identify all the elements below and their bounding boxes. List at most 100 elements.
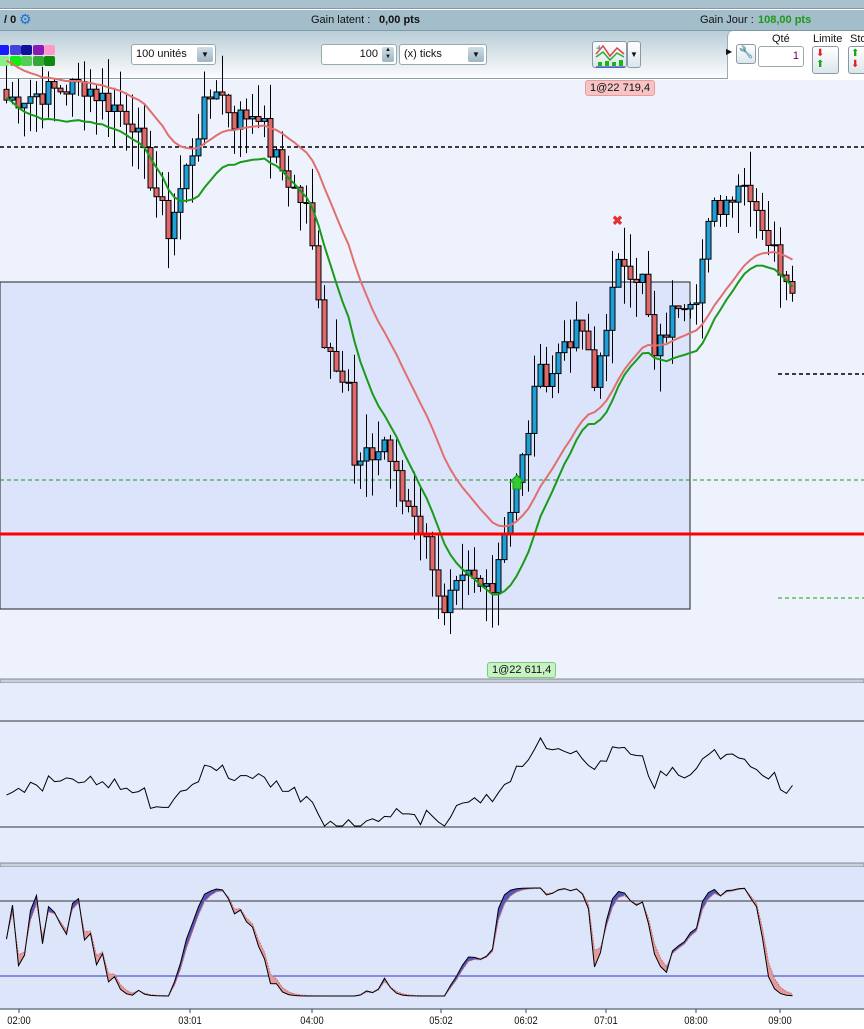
oscillator-line xyxy=(6,736,793,827)
candle xyxy=(45,81,52,105)
color-swatch[interactable] xyxy=(21,56,32,66)
sell-marker-icon: ✖ xyxy=(612,213,623,228)
stochastic-fill xyxy=(780,987,787,996)
quantity-select[interactable]: 100 unités ▼ xyxy=(131,44,216,65)
color-swatch[interactable] xyxy=(44,45,55,55)
candle xyxy=(183,164,190,190)
buy-trade-tag[interactable]: 1@22 611,4 xyxy=(487,662,557,678)
time-label: 06:02 xyxy=(514,1015,538,1027)
stochastic-fill xyxy=(516,888,523,892)
candle xyxy=(747,184,754,203)
candle xyxy=(261,118,268,122)
candle xyxy=(339,370,346,383)
stochastic-fill xyxy=(192,906,199,932)
sell-trade-tag[interactable]: 1@22 719,4 xyxy=(585,80,656,96)
stop-order-button[interactable]: ⬆ ⬇ xyxy=(848,46,864,74)
gain-latent-label: Gain latent : xyxy=(311,14,371,26)
color-swatch[interactable] xyxy=(9,56,21,66)
candle xyxy=(351,381,358,466)
candle xyxy=(501,533,508,561)
candle xyxy=(63,91,70,95)
candle xyxy=(579,319,586,332)
candle xyxy=(435,569,442,597)
candle xyxy=(381,439,388,453)
candle xyxy=(633,278,640,283)
gears-icon[interactable]: ⚙ xyxy=(19,11,32,27)
candle xyxy=(483,583,490,587)
candle xyxy=(711,200,718,222)
color-swatch[interactable] xyxy=(0,56,9,66)
qty-input[interactable]: 1 xyxy=(758,46,804,67)
time-label: 07:01 xyxy=(594,1015,618,1027)
indicator-dropdown[interactable]: ▼ xyxy=(627,41,641,68)
add-indicator-button[interactable]: + xyxy=(592,41,627,68)
time-label: 03:01 xyxy=(178,1015,202,1027)
candle xyxy=(87,88,94,97)
time-label: 09:00 xyxy=(768,1015,792,1027)
color-swatch[interactable] xyxy=(32,45,44,55)
gain-jour-label: Gain Jour : xyxy=(700,14,754,26)
candle xyxy=(537,363,544,387)
order-toolbar: 100 unités ▼ 100 ▲ ▼ (x) ticks ▼ + ▼ xyxy=(0,31,864,79)
chevron-down-icon[interactable]: ▼ xyxy=(197,47,213,62)
candle xyxy=(39,93,46,105)
candle xyxy=(99,92,106,102)
pane-separator xyxy=(0,862,864,868)
color-swatch[interactable] xyxy=(0,45,9,55)
candle xyxy=(357,460,364,466)
candle xyxy=(615,258,622,288)
candle xyxy=(459,574,466,582)
time-label: 05:02 xyxy=(429,1015,453,1027)
spinner-icon[interactable]: ▲ ▼ xyxy=(382,47,394,62)
stochastic-fill xyxy=(510,888,517,896)
candle xyxy=(621,258,628,267)
candle xyxy=(201,96,208,140)
stochastic-fill xyxy=(108,973,115,982)
chevron-down-icon[interactable]: ▼ xyxy=(468,47,484,62)
candle xyxy=(417,515,424,535)
candle xyxy=(255,116,262,122)
candle xyxy=(165,199,172,240)
stochastic-fill xyxy=(462,956,469,970)
candle xyxy=(303,202,310,205)
stochastic-fill xyxy=(768,962,775,989)
ticks-select[interactable]: (x) ticks ▼ xyxy=(399,44,487,65)
time-label: 08:00 xyxy=(684,1015,708,1027)
candle xyxy=(543,363,550,387)
buy-arrow-icon xyxy=(508,474,526,490)
color-swatch[interactable] xyxy=(9,45,21,55)
candle xyxy=(105,92,112,112)
candle xyxy=(663,334,670,338)
candle xyxy=(759,209,766,232)
candle xyxy=(231,112,238,130)
stochastic-fill xyxy=(30,895,37,921)
expand-arrow-icon[interactable]: ▶ xyxy=(726,47,733,56)
time-label: 04:00 xyxy=(300,1015,324,1027)
candle xyxy=(585,330,592,351)
long-moving-average xyxy=(6,59,793,528)
candle xyxy=(675,305,682,310)
candle xyxy=(135,127,142,133)
candle xyxy=(93,88,100,102)
color-swatch[interactable] xyxy=(32,56,44,66)
candle xyxy=(273,149,280,158)
color-swatch[interactable] xyxy=(21,45,32,55)
stochastic-pane xyxy=(0,867,864,1009)
candle xyxy=(237,109,244,130)
stochastic-fill xyxy=(246,918,253,927)
candle xyxy=(219,91,226,96)
candle xyxy=(57,87,64,93)
gain-latent-value: 0,00 pts xyxy=(379,14,420,26)
limit-order-button[interactable]: ⬇ ⬆ xyxy=(812,46,839,74)
candle xyxy=(171,211,178,240)
stochastic-fill xyxy=(690,928,697,937)
wrench-button[interactable]: 🔧 xyxy=(736,44,756,64)
color-swatch[interactable] xyxy=(44,56,55,66)
quantity-select-value: 100 unités xyxy=(136,48,187,60)
candle xyxy=(345,381,352,384)
arrow-down-icon: ⬇ xyxy=(851,59,860,70)
time-label: 02:00 xyxy=(7,1015,31,1027)
ticks-input[interactable]: 100 ▲ ▼ xyxy=(321,44,397,65)
arrow-up-icon: ⬆ xyxy=(851,48,860,59)
